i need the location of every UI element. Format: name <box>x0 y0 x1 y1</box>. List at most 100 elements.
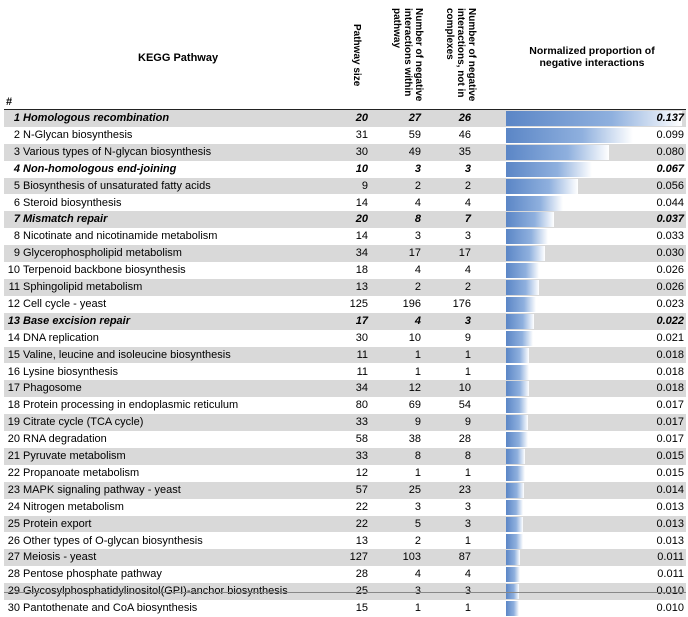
pathway-size: 9 <box>361 179 368 192</box>
negative-interactions-within: 2 <box>414 534 421 547</box>
row-index: 4 <box>13 162 20 175</box>
normalized-proportion-value: 0.033 <box>656 230 684 243</box>
header-negative-within: Number of negative interactions within p… <box>391 8 424 102</box>
negative-interactions-within: 49 <box>408 145 421 158</box>
row-index: 22 <box>7 466 20 479</box>
normalized-proportion-value: 0.015 <box>656 450 684 462</box>
negative-interactions-within: 2 <box>414 281 421 293</box>
table-row: 12 Cell cycle - yeast 125 196 176 0.023 <box>4 296 686 313</box>
pathway-name: Glycosylphosphatidylinositol(GPI)-anchor… <box>23 583 343 600</box>
pathway-size: 14 <box>355 230 368 243</box>
pathway-size: 127 <box>349 551 368 564</box>
negative-interactions-not-complexes: 3 <box>464 162 471 175</box>
row-index: 13 <box>7 314 20 327</box>
row-index: 1 <box>13 112 20 124</box>
table-row: 21 Pyruvate metabolism 33 8 8 0.015 <box>4 448 686 465</box>
table-row: 4 Non-homologous end-joining 10 3 3 0.067 <box>4 161 686 178</box>
negative-interactions-not-complexes: 4 <box>464 196 471 209</box>
pathway-name: N-Glycan biosynthesis <box>23 128 133 141</box>
negative-interactions-within: 12 <box>408 382 421 395</box>
normalized-proportion-value: 0.080 <box>656 145 684 158</box>
pathway-size: 33 <box>355 416 368 429</box>
pathway-size: 14 <box>355 196 368 209</box>
table-row: 8 Nicotinate and nicotinamide metabolism 1… <box>4 228 686 245</box>
proportion-bar <box>506 482 524 498</box>
table-row: 23 MAPK signaling pathway - yeast 57 25 23 0.… <box>4 481 686 499</box>
normalized-proportion-value: 0.015 <box>656 466 684 479</box>
row-index: 2 <box>13 128 20 141</box>
pathway-name: Citrate cycle (TCA cycle) <box>23 416 144 429</box>
negative-interactions-within: 59 <box>408 128 421 141</box>
pathway-size: 20 <box>355 213 368 226</box>
negative-interactions-within: 17 <box>408 247 421 260</box>
table-row: 9 Glycerophospholipid metabolism 34 17 17 0.0… <box>4 245 686 263</box>
proportion-bar <box>506 246 545 262</box>
normalized-proportion-value: 0.014 <box>656 483 684 496</box>
pathway-name: Cell cycle - yeast <box>23 297 107 310</box>
table-row: 7 Mismatch repair 20 8 7 0.037 <box>4 211 686 229</box>
negative-interactions-within: 2 <box>414 179 421 192</box>
row-index: 9 <box>13 247 20 260</box>
negative-interactions-not-complexes: 1 <box>464 466 471 479</box>
row-index: 26 <box>7 534 20 547</box>
proportion-bar <box>506 499 523 515</box>
normalized-proportion-value: 0.013 <box>656 517 684 530</box>
row-index: 12 <box>7 297 20 310</box>
proportion-bar <box>506 144 609 160</box>
pathway-size: 80 <box>355 399 368 412</box>
negative-interactions-within: 1 <box>414 466 421 479</box>
negative-interactions-within: 3 <box>414 162 421 175</box>
normalized-proportion-value: 0.044 <box>656 196 684 209</box>
row-index: 8 <box>13 230 20 243</box>
table-row: 24 Nitrogen metabolism 22 3 3 0.013 <box>4 499 686 516</box>
pathway-name: Base excision repair <box>23 314 131 327</box>
pathway-name: Steroid biosynthesis <box>23 196 122 209</box>
normalized-proportion-value: 0.026 <box>656 281 684 293</box>
pathway-size: 17 <box>355 314 368 327</box>
normalized-proportion-value: 0.018 <box>656 365 684 378</box>
table-row: 10 Terpenoid backbone biosynthesis 18 4 4 0.0… <box>4 262 686 279</box>
proportion-bar <box>506 381 530 397</box>
row-index: 5 <box>13 179 20 192</box>
pathway-name: Non-homologous end-joining <box>23 162 177 175</box>
row-index: 3 <box>13 145 20 158</box>
negative-interactions-within: 196 <box>402 297 421 310</box>
negative-interactions-not-complexes: 3 <box>464 500 471 513</box>
row-index: 30 <box>7 602 20 615</box>
row-index: 29 <box>4 583 20 600</box>
proportion-bar <box>506 550 521 566</box>
table-row: 27 Meiosis - yeast 127 103 87 0.011 <box>4 549 686 567</box>
normalized-proportion-value: 0.017 <box>656 433 684 446</box>
negative-interactions-within: 38 <box>408 433 421 446</box>
negative-interactions-within: 1 <box>414 348 421 361</box>
pathway-size: 13 <box>355 534 368 547</box>
table-row: 20 RNA degradation 58 38 28 0.017 <box>4 431 686 448</box>
normalized-proportion-value: 0.017 <box>656 399 684 412</box>
proportion-bar <box>506 263 540 279</box>
pathway-name: Protein processing in endoplasmic reticu… <box>23 399 239 412</box>
table-row: 26 Other types of O-glycan biosynthesis 13… <box>4 533 686 550</box>
normalized-proportion-value: 0.023 <box>656 297 684 310</box>
table-row: 30 Pantothenate and CoA biosynthesis 15 1 1 0… <box>4 600 686 617</box>
pathway-name: RNA degradation <box>23 433 107 446</box>
header-negative-not-complexes: Number of negative interactions, not in … <box>444 8 477 102</box>
table-row: 3 Various types of N-glycan biosynthesis 3… <box>4 143 686 161</box>
row-index: 16 <box>7 365 20 378</box>
negative-interactions-not-complexes: 54 <box>458 399 471 412</box>
row-index: 23 <box>7 483 20 496</box>
pathway-size: 31 <box>355 128 368 141</box>
normalized-proportion-value: 0.037 <box>656 213 684 226</box>
proportion-bar <box>506 313 535 329</box>
negative-interactions-not-complexes: 28 <box>458 433 471 446</box>
pathway-size: 13 <box>355 281 368 293</box>
negative-interactions-not-complexes: 87 <box>458 551 471 564</box>
negative-interactions-not-complexes: 26 <box>458 112 471 124</box>
pathway-size: 125 <box>349 297 368 310</box>
pathway-name: Various types of N-glycan biosynthesis <box>23 145 212 158</box>
pathway-name: Propanoate metabolism <box>23 466 140 479</box>
pathway-size: 34 <box>355 247 368 260</box>
row-index: 10 <box>7 264 20 277</box>
table-row: 6 Steroid biosynthesis 14 4 4 0.044 <box>4 195 686 212</box>
table-row: 13 Base excision repair 17 4 3 0.022 <box>4 312 686 330</box>
normalized-proportion-value: 0.067 <box>656 162 684 175</box>
